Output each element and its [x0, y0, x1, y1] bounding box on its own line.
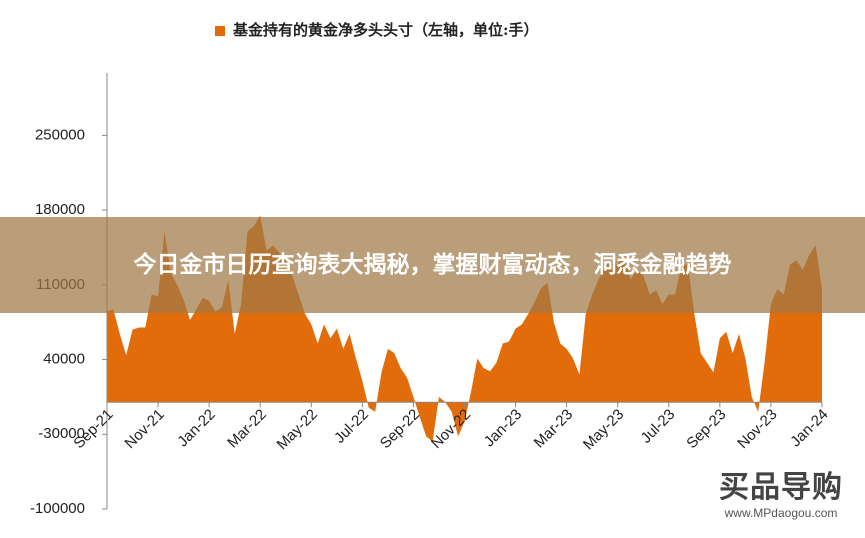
watermark-url: www.MPdaogou.com	[724, 506, 838, 520]
y-tick-label: -100000	[30, 500, 85, 517]
watermark-logo: 买品导购	[719, 470, 843, 505]
x-tick-label: Jan-24	[787, 406, 831, 450]
banner: 今日金市日历查询表大揭秘，掌握财富动态，洞悉金融趋势	[0, 217, 865, 313]
x-tick-label: Sep-22	[377, 406, 423, 452]
y-tick-label: 40000	[43, 351, 85, 368]
x-tick-label: May-22	[274, 406, 321, 453]
x-tick-label: Nov-23	[734, 406, 780, 452]
y-tick-label: 180000	[35, 201, 85, 218]
legend-label: 基金持有的黄金净多头头寸（左轴，单位:手）	[232, 21, 539, 39]
x-tick-label: Jul-23	[638, 406, 679, 447]
x-tick-label: Nov-21	[121, 406, 167, 452]
y-tick-label: -30000	[38, 425, 85, 442]
x-tick-label: Sep-23	[683, 406, 729, 452]
x-tick-label: Mar-22	[224, 406, 270, 452]
headline: 今日金市日历查询表大揭秘，掌握财富动态，洞悉金融趋势	[133, 252, 732, 278]
y-tick-label: 250000	[35, 126, 85, 143]
x-tick-label: Jul-22	[331, 406, 372, 447]
x-tick-label: Jan-22	[174, 406, 218, 450]
x-tick-label: Jan-23	[481, 406, 525, 450]
x-tick-label: Mar-23	[531, 406, 577, 452]
legend-swatch	[215, 26, 225, 36]
watermark: 买品导购 www.MPdaogou.com	[719, 462, 843, 520]
x-tick-label: May-23	[580, 406, 627, 453]
